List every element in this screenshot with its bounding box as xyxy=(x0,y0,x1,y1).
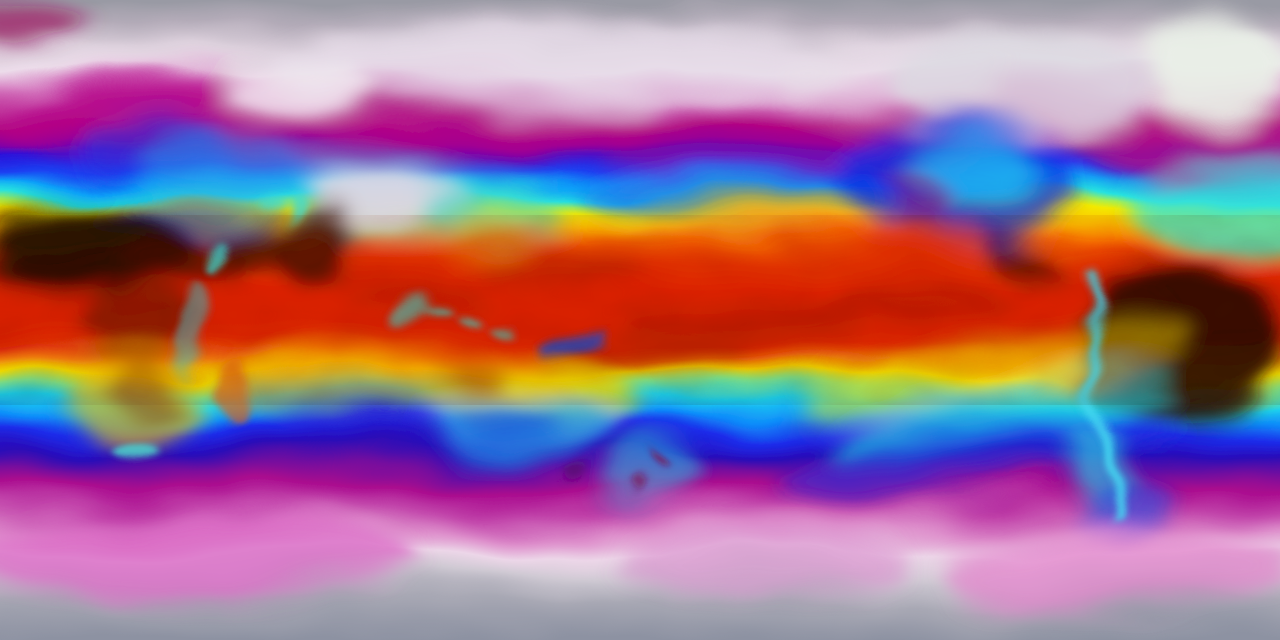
new-zealand-cool-patch xyxy=(595,438,705,502)
equatorial-grain-texture xyxy=(0,215,1280,405)
tibet-plateau-ice xyxy=(307,166,463,226)
tasmania-cold-speck xyxy=(560,462,580,476)
siberia-ice-band xyxy=(260,23,860,107)
southern-pink-swirl-west xyxy=(0,516,415,600)
cape-cool-speck xyxy=(112,434,164,454)
southern-pink-swirl-east xyxy=(950,534,1280,610)
scandinavia-ice-cap xyxy=(225,66,375,118)
caspian-cool-speck xyxy=(279,193,297,221)
greenland-ice-sheet xyxy=(1143,15,1280,125)
new-zealand-alpine-speck xyxy=(649,454,667,470)
patagonia-cool-blue xyxy=(1075,475,1165,535)
new-zealand-alpine-speck xyxy=(631,479,651,495)
australia-cool-blue xyxy=(455,412,545,444)
black-sea-cool-speck xyxy=(248,193,276,207)
arctic-archipelago-ice xyxy=(890,38,1150,142)
southern-pink-swirl-mid xyxy=(610,532,910,592)
europe-cool-patch xyxy=(150,137,310,193)
humboldt-blue-band xyxy=(777,410,1173,500)
corner-magenta-patch xyxy=(0,2,95,42)
